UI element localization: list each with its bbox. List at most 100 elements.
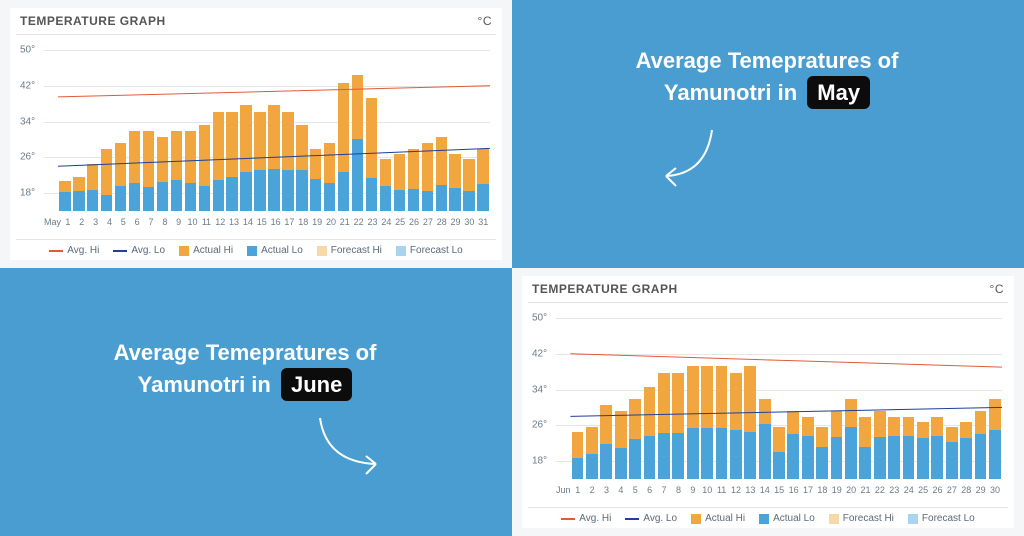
x-tick-label: 17 bbox=[801, 485, 815, 495]
bar bbox=[477, 108, 488, 211]
x-tick-label: 2 bbox=[585, 485, 599, 495]
x-tick-label: 31 bbox=[476, 217, 490, 227]
legend-item: Forecast Lo bbox=[396, 245, 463, 256]
x-tick-label: 13 bbox=[743, 485, 757, 495]
bar bbox=[960, 381, 972, 479]
x-tick-label: 28 bbox=[435, 217, 449, 227]
bar bbox=[282, 81, 293, 211]
x-tick-label: 30 bbox=[988, 485, 1002, 495]
bar bbox=[213, 81, 224, 211]
x-tick-label: 24 bbox=[379, 217, 393, 227]
chart-legend: Avg. HiAvg. LoActual HiActual LoForecast… bbox=[528, 507, 1008, 528]
bar bbox=[946, 385, 958, 479]
x-tick-label: 1 bbox=[61, 217, 75, 227]
x-tick-label: 18 bbox=[815, 485, 829, 495]
legend-item: Avg. Lo bbox=[113, 245, 165, 256]
x-tick-label: 3 bbox=[89, 217, 103, 227]
x-tick-label: 8 bbox=[158, 217, 172, 227]
chart-plot-area: 18°26°34°42°50° bbox=[556, 309, 1002, 479]
bar bbox=[572, 390, 584, 479]
bar bbox=[394, 113, 405, 211]
bar bbox=[73, 135, 84, 211]
x-tick-label: 9 bbox=[172, 217, 186, 227]
bar bbox=[787, 372, 799, 479]
bar bbox=[615, 372, 627, 479]
legend-item: Forecast Lo bbox=[908, 513, 975, 524]
bar bbox=[744, 340, 756, 479]
chart-unit: °C bbox=[990, 282, 1004, 296]
bar bbox=[687, 340, 699, 479]
legend-item: Avg. Hi bbox=[49, 245, 99, 256]
x-tick-label: 7 bbox=[144, 217, 158, 227]
bar bbox=[888, 376, 900, 479]
y-tick-label: 34° bbox=[20, 116, 35, 127]
chart-plot-area: 18°26°34°42°50° bbox=[44, 41, 490, 211]
bar bbox=[975, 372, 987, 479]
bar bbox=[449, 113, 460, 211]
x-tick-label: 27 bbox=[421, 217, 435, 227]
bar bbox=[859, 376, 871, 479]
bar bbox=[629, 363, 641, 479]
x-tick-label: 22 bbox=[352, 217, 366, 227]
bar bbox=[380, 117, 391, 211]
x-tick-label: 19 bbox=[830, 485, 844, 495]
bar bbox=[157, 99, 168, 211]
x-axis: May1234567891011121314151617181920212223… bbox=[44, 217, 490, 227]
caption-may: Average Temepratures of Yamunotri in May bbox=[602, 46, 932, 109]
x-tick-label: 11 bbox=[714, 485, 728, 495]
bar bbox=[101, 108, 112, 211]
x-tick-label: 6 bbox=[130, 217, 144, 227]
x-tick-label: 7 bbox=[657, 485, 671, 495]
bar bbox=[268, 77, 279, 211]
bar bbox=[672, 345, 684, 479]
bar bbox=[831, 372, 843, 479]
y-tick-label: 42° bbox=[532, 348, 547, 359]
y-tick-label: 42° bbox=[20, 80, 35, 91]
bar bbox=[773, 385, 785, 479]
bar bbox=[59, 139, 70, 211]
bar bbox=[874, 372, 886, 479]
legend-item: Avg. Lo bbox=[625, 513, 677, 524]
chart-legend: Avg. HiAvg. LoActual HiActual LoForecast… bbox=[16, 239, 496, 260]
x-tick-label: 8 bbox=[671, 485, 685, 495]
bar bbox=[917, 381, 929, 479]
x-tick-label: 9 bbox=[686, 485, 700, 495]
bar bbox=[87, 122, 98, 211]
x-tick-label: 2 bbox=[75, 217, 89, 227]
y-tick-label: 18° bbox=[532, 456, 547, 467]
bar bbox=[730, 345, 742, 479]
x-tick-label: 19 bbox=[310, 217, 324, 227]
bar bbox=[338, 63, 349, 211]
bar bbox=[931, 376, 943, 479]
bar bbox=[586, 385, 598, 479]
bar bbox=[759, 363, 771, 479]
x-tick-label: 6 bbox=[642, 485, 656, 495]
x-tick-label: 15 bbox=[772, 485, 786, 495]
legend-item: Actual Hi bbox=[179, 245, 233, 256]
legend-item: Forecast Hi bbox=[829, 513, 894, 524]
bar bbox=[658, 345, 670, 479]
bar bbox=[310, 108, 321, 211]
y-tick-label: 26° bbox=[532, 420, 547, 431]
bar bbox=[463, 117, 474, 211]
bar bbox=[324, 104, 335, 211]
chart-title: TEMPERATURE GRAPH bbox=[532, 282, 678, 296]
x-tick-label: 21 bbox=[858, 485, 872, 495]
bar bbox=[171, 95, 182, 211]
bar bbox=[115, 104, 126, 211]
x-tick-label: 25 bbox=[393, 217, 407, 227]
x-tick-label: 21 bbox=[338, 217, 352, 227]
x-month-label: Jun bbox=[556, 485, 571, 495]
bar bbox=[226, 81, 237, 211]
bar bbox=[129, 95, 140, 211]
y-tick-label: 50° bbox=[20, 44, 35, 55]
bar bbox=[644, 354, 656, 479]
bar bbox=[254, 81, 265, 211]
caption-month-badge: June bbox=[281, 368, 352, 402]
temperature-chart-may: TEMPERATURE GRAPH °C 18°26°34°42°50°May1… bbox=[10, 8, 502, 260]
caption-june: Average Temepratures of Yamunotri in Jun… bbox=[80, 338, 410, 401]
x-tick-label: 13 bbox=[227, 217, 241, 227]
x-tick-label: 29 bbox=[449, 217, 463, 227]
x-tick-label: 22 bbox=[873, 485, 887, 495]
bar bbox=[436, 99, 447, 211]
